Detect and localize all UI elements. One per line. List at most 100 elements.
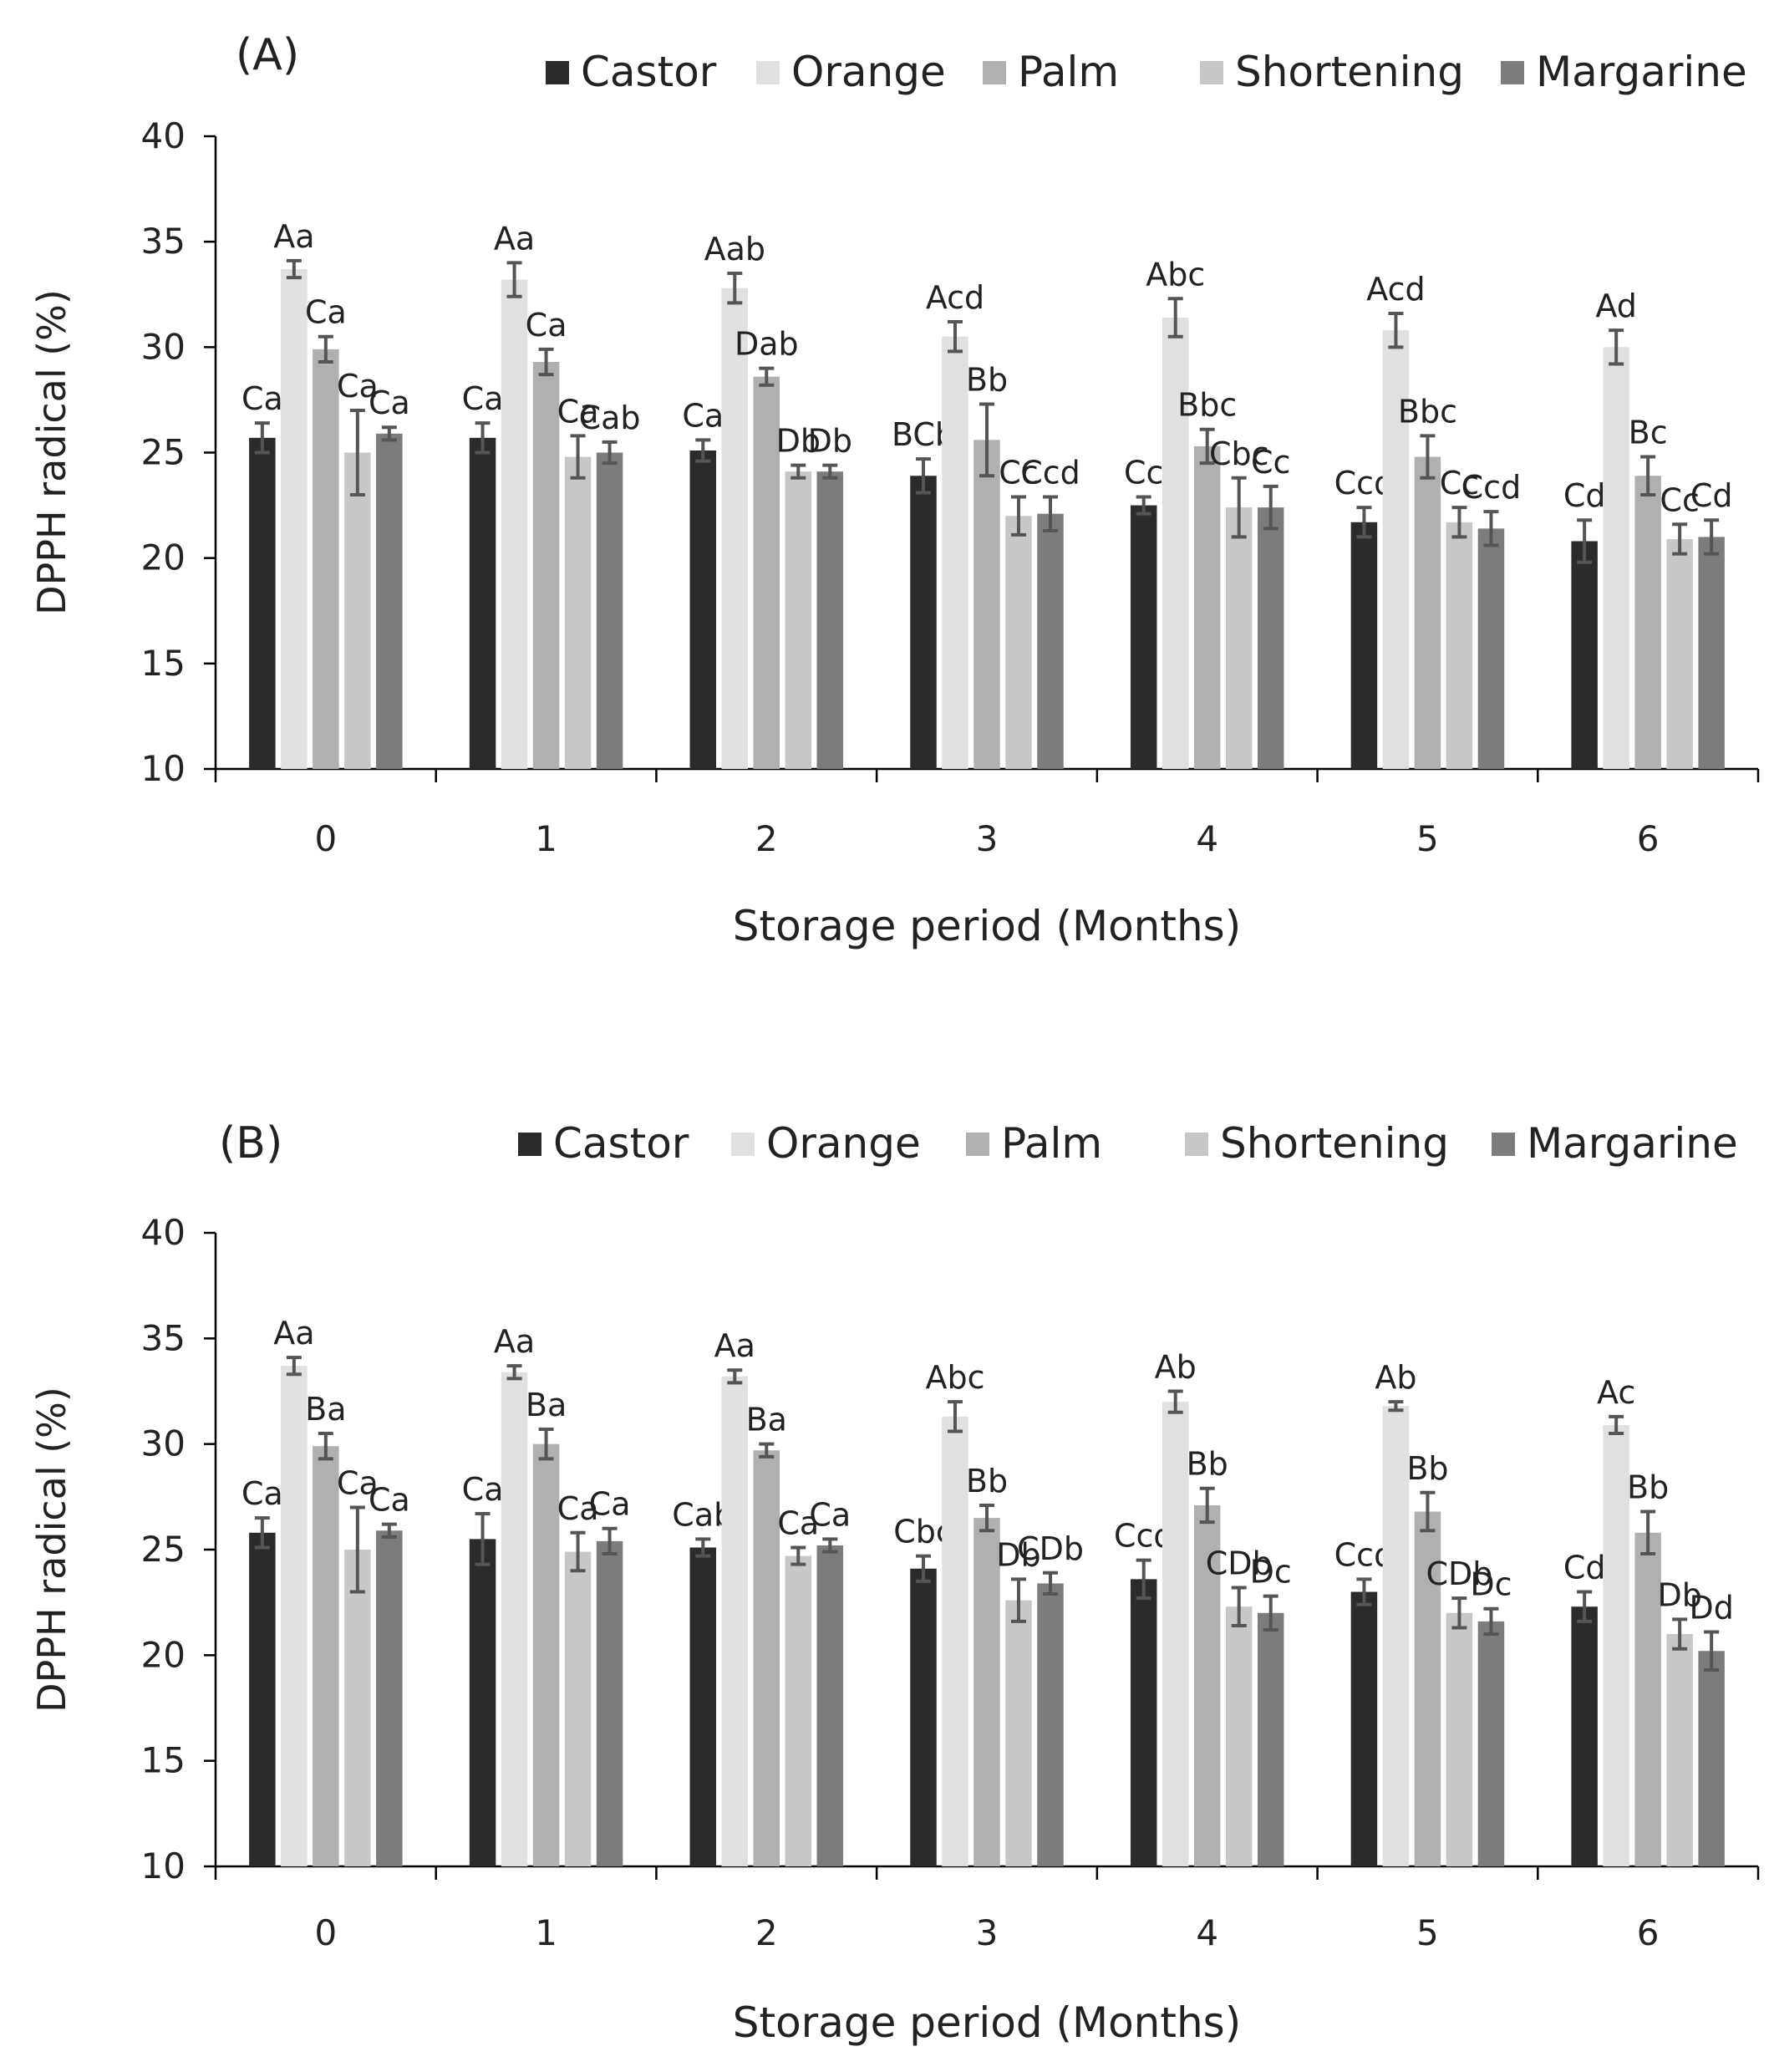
legend-item-shortening: Shortening — [1200, 48, 1464, 96]
data-label: Aa — [494, 220, 535, 257]
error-bar — [318, 1432, 333, 1461]
data-label: Ca — [305, 294, 347, 331]
error-bar — [1420, 434, 1436, 480]
data-label: Ab — [1375, 1359, 1416, 1396]
bar-palm — [973, 440, 1000, 769]
error-bar — [1483, 510, 1499, 547]
x-tick-label: 6 — [1637, 1912, 1660, 1953]
bar-orange — [1382, 330, 1410, 769]
bar-shortening — [1225, 1606, 1253, 1866]
data-label: CDb — [1206, 1545, 1273, 1581]
error-bar — [1609, 328, 1624, 366]
data-label: Ccd — [1020, 454, 1080, 491]
y-tick-label: 40 — [141, 115, 186, 156]
bar-castor — [469, 437, 496, 769]
bar-palm — [1193, 1504, 1221, 1866]
bar-castor — [910, 1568, 937, 1866]
error-bar — [979, 1503, 994, 1533]
y-tick-label: 20 — [141, 1634, 186, 1675]
error-bar — [1043, 1571, 1058, 1596]
y-axis-label: DPPH radical (%) — [29, 1387, 74, 1713]
bar-castor — [1350, 522, 1378, 769]
data-label: Dab — [735, 326, 799, 363]
chart-panel-a: (A) Castor Orange Palm Shortening Margarine10… — [29, 30, 1760, 950]
error-bar — [349, 409, 365, 496]
data-label: Ca — [462, 380, 504, 417]
data-label: CDb — [1017, 1530, 1084, 1567]
data-label: Ca — [809, 1496, 851, 1533]
error-bar — [1356, 506, 1372, 539]
data-label: Ac — [1597, 1374, 1635, 1411]
data-label: Ca — [241, 1475, 283, 1512]
bar-palm — [753, 1450, 780, 1866]
x-tick-label: 3 — [976, 818, 999, 859]
data-label: Ab — [1155, 1349, 1197, 1386]
error-bar — [948, 1400, 963, 1433]
error-bar — [1672, 522, 1688, 556]
data-label: Cc — [1124, 454, 1163, 491]
error-bar — [475, 1512, 491, 1566]
data-label: Dc — [1470, 1566, 1512, 1603]
bar-margarine — [376, 433, 403, 769]
legend-item-palm: Palm — [983, 48, 1119, 96]
data-label: Ca — [369, 384, 410, 421]
legend-swatch — [518, 1133, 541, 1156]
data-label: Db — [996, 1536, 1040, 1573]
bar-palm — [753, 376, 780, 769]
error-bar — [1388, 311, 1404, 349]
bar-castor — [469, 1539, 496, 1866]
legend-item-castor: Castor — [518, 1119, 689, 1168]
bar-orange — [501, 1372, 528, 1866]
error-bar — [695, 438, 711, 463]
x-tick-label: 3 — [976, 1912, 999, 1953]
legend-swatch — [731, 1133, 755, 1156]
data-label: Ca — [777, 1504, 819, 1541]
panel-label: (A) — [236, 30, 299, 80]
data-label: Ca — [337, 1464, 379, 1501]
error-bar — [349, 1505, 365, 1594]
error-bar — [602, 1526, 618, 1556]
bar-palm — [1634, 1532, 1661, 1866]
error-bar — [727, 272, 743, 305]
data-label: Bb — [1406, 1450, 1448, 1487]
x-tick-label: 0 — [314, 818, 337, 859]
data-label: Ca — [682, 397, 724, 434]
legend-label: Castor — [581, 48, 717, 96]
bar-margarine — [1257, 507, 1284, 769]
bar-castor — [249, 1532, 276, 1866]
error-bar — [790, 463, 806, 480]
bar-margarine — [1698, 537, 1725, 769]
legend-item-castor: Castor — [546, 48, 717, 96]
error-bar — [475, 421, 491, 455]
bar-castor — [1350, 1591, 1378, 1866]
bar-orange — [1603, 1424, 1629, 1866]
legend-item-margarine: Margarine — [1501, 48, 1747, 96]
x-tick-label: 5 — [1416, 1912, 1439, 1953]
error-bar — [570, 1530, 586, 1573]
data-label: Bb — [1627, 1469, 1669, 1506]
data-label: Ca — [462, 1471, 504, 1508]
error-bar — [1483, 1606, 1499, 1637]
bar-shortening — [785, 1555, 812, 1866]
error-bar — [1263, 484, 1278, 531]
bar-shortening — [344, 452, 371, 769]
data-label: Ca — [337, 368, 379, 405]
y-tick-label: 15 — [141, 643, 186, 684]
error-bar — [1577, 518, 1593, 564]
legend-label: Margarine — [1527, 1119, 1738, 1168]
error-bar — [916, 457, 931, 495]
x-tick-label: 1 — [535, 1912, 557, 1953]
bar-margarine — [376, 1530, 403, 1866]
bar-orange — [1603, 347, 1629, 769]
legend-swatch — [1185, 1133, 1208, 1156]
bar-palm — [1193, 445, 1221, 769]
data-label: Cbc — [1209, 435, 1269, 472]
bar-palm — [1634, 476, 1661, 769]
data-label: Cc — [1660, 481, 1699, 518]
error-bar — [538, 347, 554, 377]
legend-item-orange: Orange — [731, 1119, 921, 1168]
error-bar — [759, 366, 775, 387]
bar-margarine — [1477, 1621, 1505, 1866]
error-bar — [1136, 495, 1151, 516]
